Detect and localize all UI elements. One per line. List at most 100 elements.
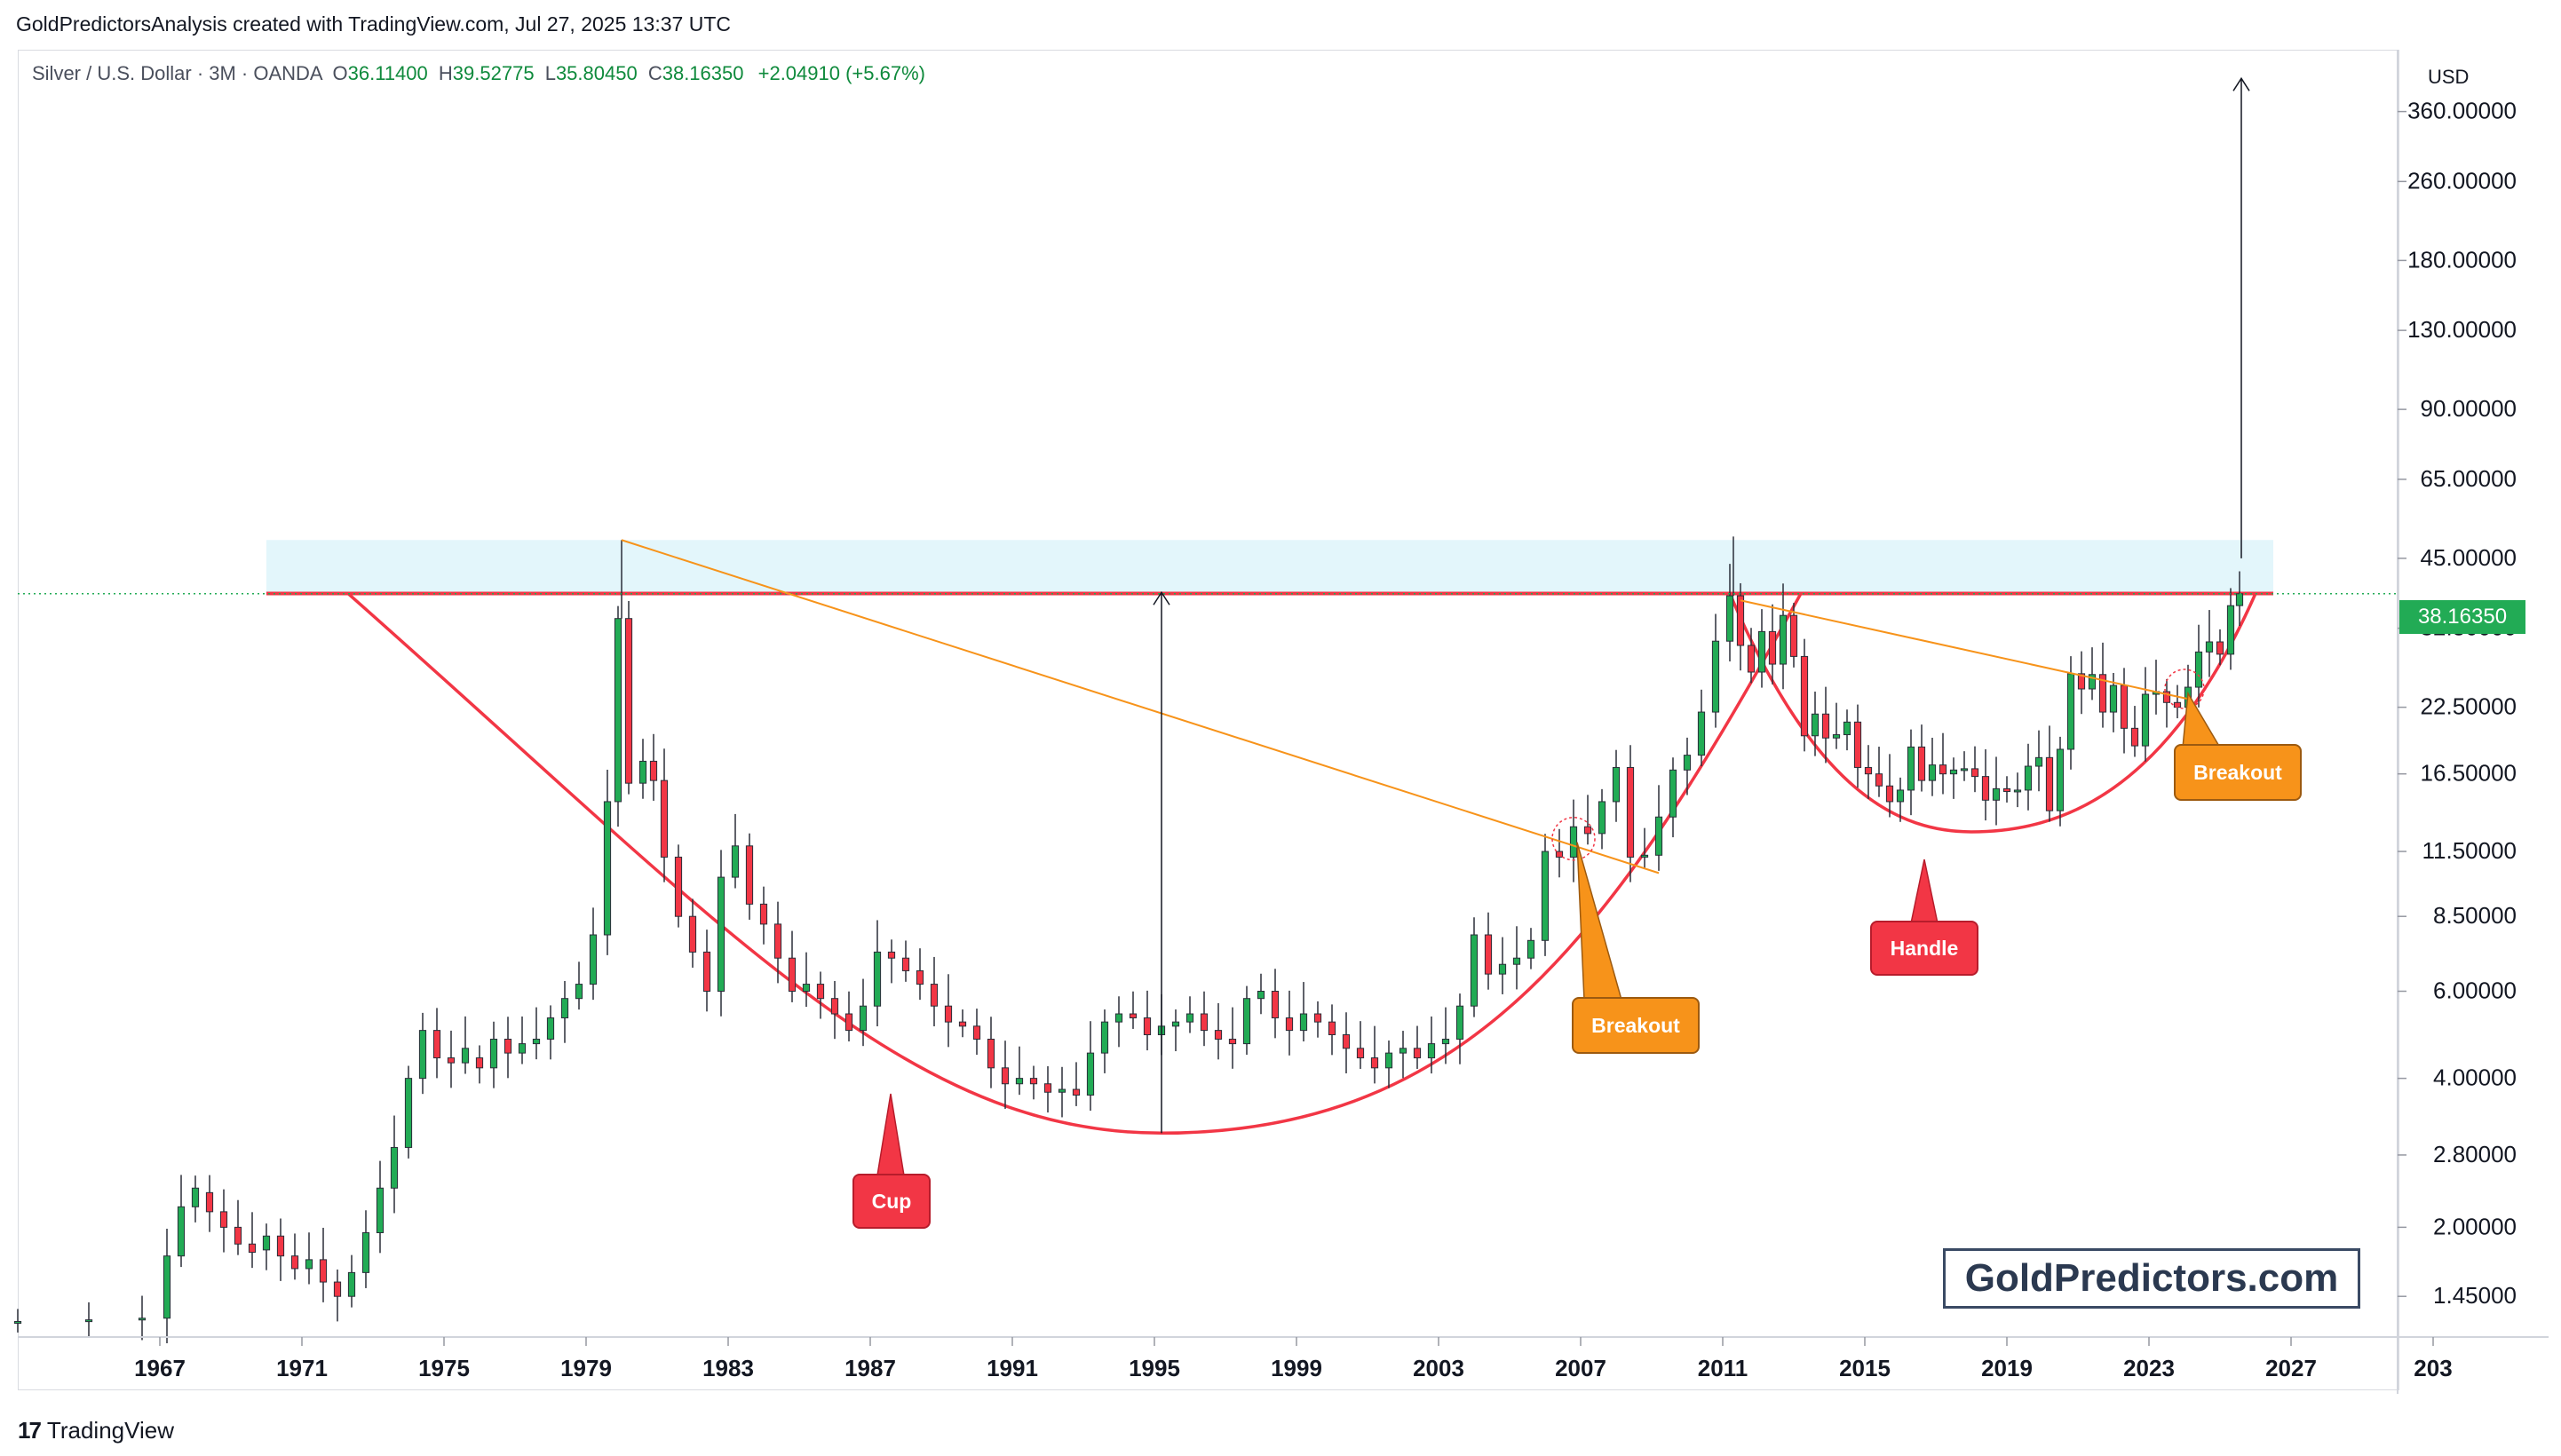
candle[interactable]: [1640, 827, 1649, 868]
candle[interactable]: [532, 1007, 541, 1060]
candle[interactable]: [2024, 743, 2033, 811]
candle[interactable]: [2056, 736, 2065, 827]
candle[interactable]: [2130, 706, 2139, 757]
candle[interactable]: [660, 748, 669, 882]
candle[interactable]: [1455, 993, 1464, 1064]
candle[interactable]: [1114, 996, 1123, 1048]
candle[interactable]: [614, 605, 622, 827]
candle[interactable]: [290, 1233, 299, 1280]
candle[interactable]: [773, 901, 782, 984]
candle[interactable]: [702, 930, 711, 1012]
candle[interactable]: [731, 813, 740, 889]
candle[interactable]: [1736, 582, 1745, 671]
candle[interactable]: [1725, 564, 1734, 662]
candle[interactable]: [1541, 834, 1550, 956]
candle[interactable]: [1313, 1001, 1322, 1038]
candle[interactable]: [248, 1212, 257, 1269]
candle[interactable]: [972, 1009, 981, 1056]
candle[interactable]: [1328, 1004, 1336, 1056]
candle[interactable]: [1086, 1021, 1095, 1112]
candle[interactable]: [1654, 785, 1663, 871]
candle[interactable]: [390, 1115, 399, 1214]
candle[interactable]: [1185, 996, 1194, 1033]
candle[interactable]: [788, 930, 797, 1002]
candle[interactable]: [1864, 745, 1873, 799]
candle[interactable]: [2002, 776, 2011, 803]
candle[interactable]: [276, 1218, 285, 1281]
candle[interactable]: [745, 833, 754, 920]
candle[interactable]: [1711, 613, 1720, 728]
candle[interactable]: [1342, 1012, 1351, 1074]
candle[interactable]: [2098, 642, 2107, 728]
candle[interactable]: [1356, 1021, 1365, 1069]
candle[interactable]: [2152, 660, 2161, 715]
candle[interactable]: [816, 971, 825, 1019]
candle[interactable]: [575, 961, 583, 1010]
candle[interactable]: [873, 920, 882, 1027]
candle[interactable]: [503, 1017, 512, 1079]
candle[interactable]: [518, 1016, 527, 1064]
candle[interactable]: [2226, 588, 2235, 670]
candle[interactable]: [1200, 991, 1209, 1047]
candle[interactable]: [624, 600, 633, 795]
candle[interactable]: [1285, 990, 1294, 1056]
candle[interactable]: [1058, 1066, 1066, 1118]
candle[interactable]: [2013, 772, 2022, 808]
candle[interactable]: [987, 1017, 995, 1088]
candle[interactable]: [1747, 628, 1756, 684]
candle[interactable]: [1484, 912, 1493, 990]
candle[interactable]: [1917, 724, 1926, 792]
candle[interactable]: [2173, 684, 2182, 719]
candle[interactable]: [1555, 828, 1564, 878]
candle[interactable]: [1129, 991, 1138, 1029]
candle[interactable]: [2205, 610, 2214, 677]
candle[interactable]: [1583, 795, 1592, 845]
candle[interactable]: [887, 939, 896, 984]
candle[interactable]: [1214, 1002, 1223, 1060]
candle[interactable]: [1100, 1009, 1109, 1073]
candle[interactable]: [1885, 754, 1894, 818]
candle[interactable]: [1626, 745, 1635, 882]
candle[interactable]: [1498, 937, 1507, 994]
candle[interactable]: [560, 980, 569, 1043]
candle[interactable]: [1970, 746, 1979, 793]
candle[interactable]: [1384, 1041, 1393, 1088]
candle[interactable]: [1512, 926, 1521, 990]
candle[interactable]: [489, 1021, 498, 1088]
candle[interactable]: [589, 907, 598, 1001]
candle[interactable]: [1413, 1025, 1422, 1069]
candle[interactable]: [234, 1199, 242, 1255]
candle[interactable]: [1832, 702, 1841, 749]
candle[interactable]: [2120, 668, 2129, 754]
candle[interactable]: [13, 1309, 22, 1333]
candle[interactable]: [1853, 704, 1862, 788]
candle[interactable]: [1960, 751, 1969, 781]
symbol-name[interactable]: Silver / U.S. Dollar · 3M · OANDA: [32, 62, 322, 84]
candle[interactable]: [1928, 737, 1937, 796]
candle[interactable]: [1697, 689, 1706, 767]
candle[interactable]: [1896, 777, 1905, 822]
candle[interactable]: [2194, 624, 2203, 708]
candle[interactable]: [432, 1008, 441, 1079]
candle[interactable]: [1399, 1031, 1407, 1079]
candle[interactable]: [958, 1009, 967, 1038]
candle[interactable]: [361, 1210, 370, 1288]
candle[interactable]: [2088, 647, 2097, 700]
candle[interactable]: [1907, 729, 1915, 816]
candle[interactable]: [205, 1175, 214, 1232]
candle[interactable]: [830, 980, 839, 1040]
candle[interactable]: [1370, 1025, 1379, 1084]
candle[interactable]: [219, 1189, 228, 1253]
candle[interactable]: [347, 1254, 356, 1308]
candle[interactable]: [1072, 1062, 1081, 1106]
candle[interactable]: [1612, 749, 1621, 822]
candle[interactable]: [305, 1232, 313, 1285]
candle[interactable]: [688, 898, 697, 968]
candle[interactable]: [1001, 1041, 1010, 1109]
candle[interactable]: [1271, 969, 1280, 1039]
candle[interactable]: [163, 1229, 171, 1343]
candle[interactable]: [1843, 709, 1851, 751]
candle[interactable]: [2034, 730, 2043, 792]
candle[interactable]: [649, 733, 658, 801]
